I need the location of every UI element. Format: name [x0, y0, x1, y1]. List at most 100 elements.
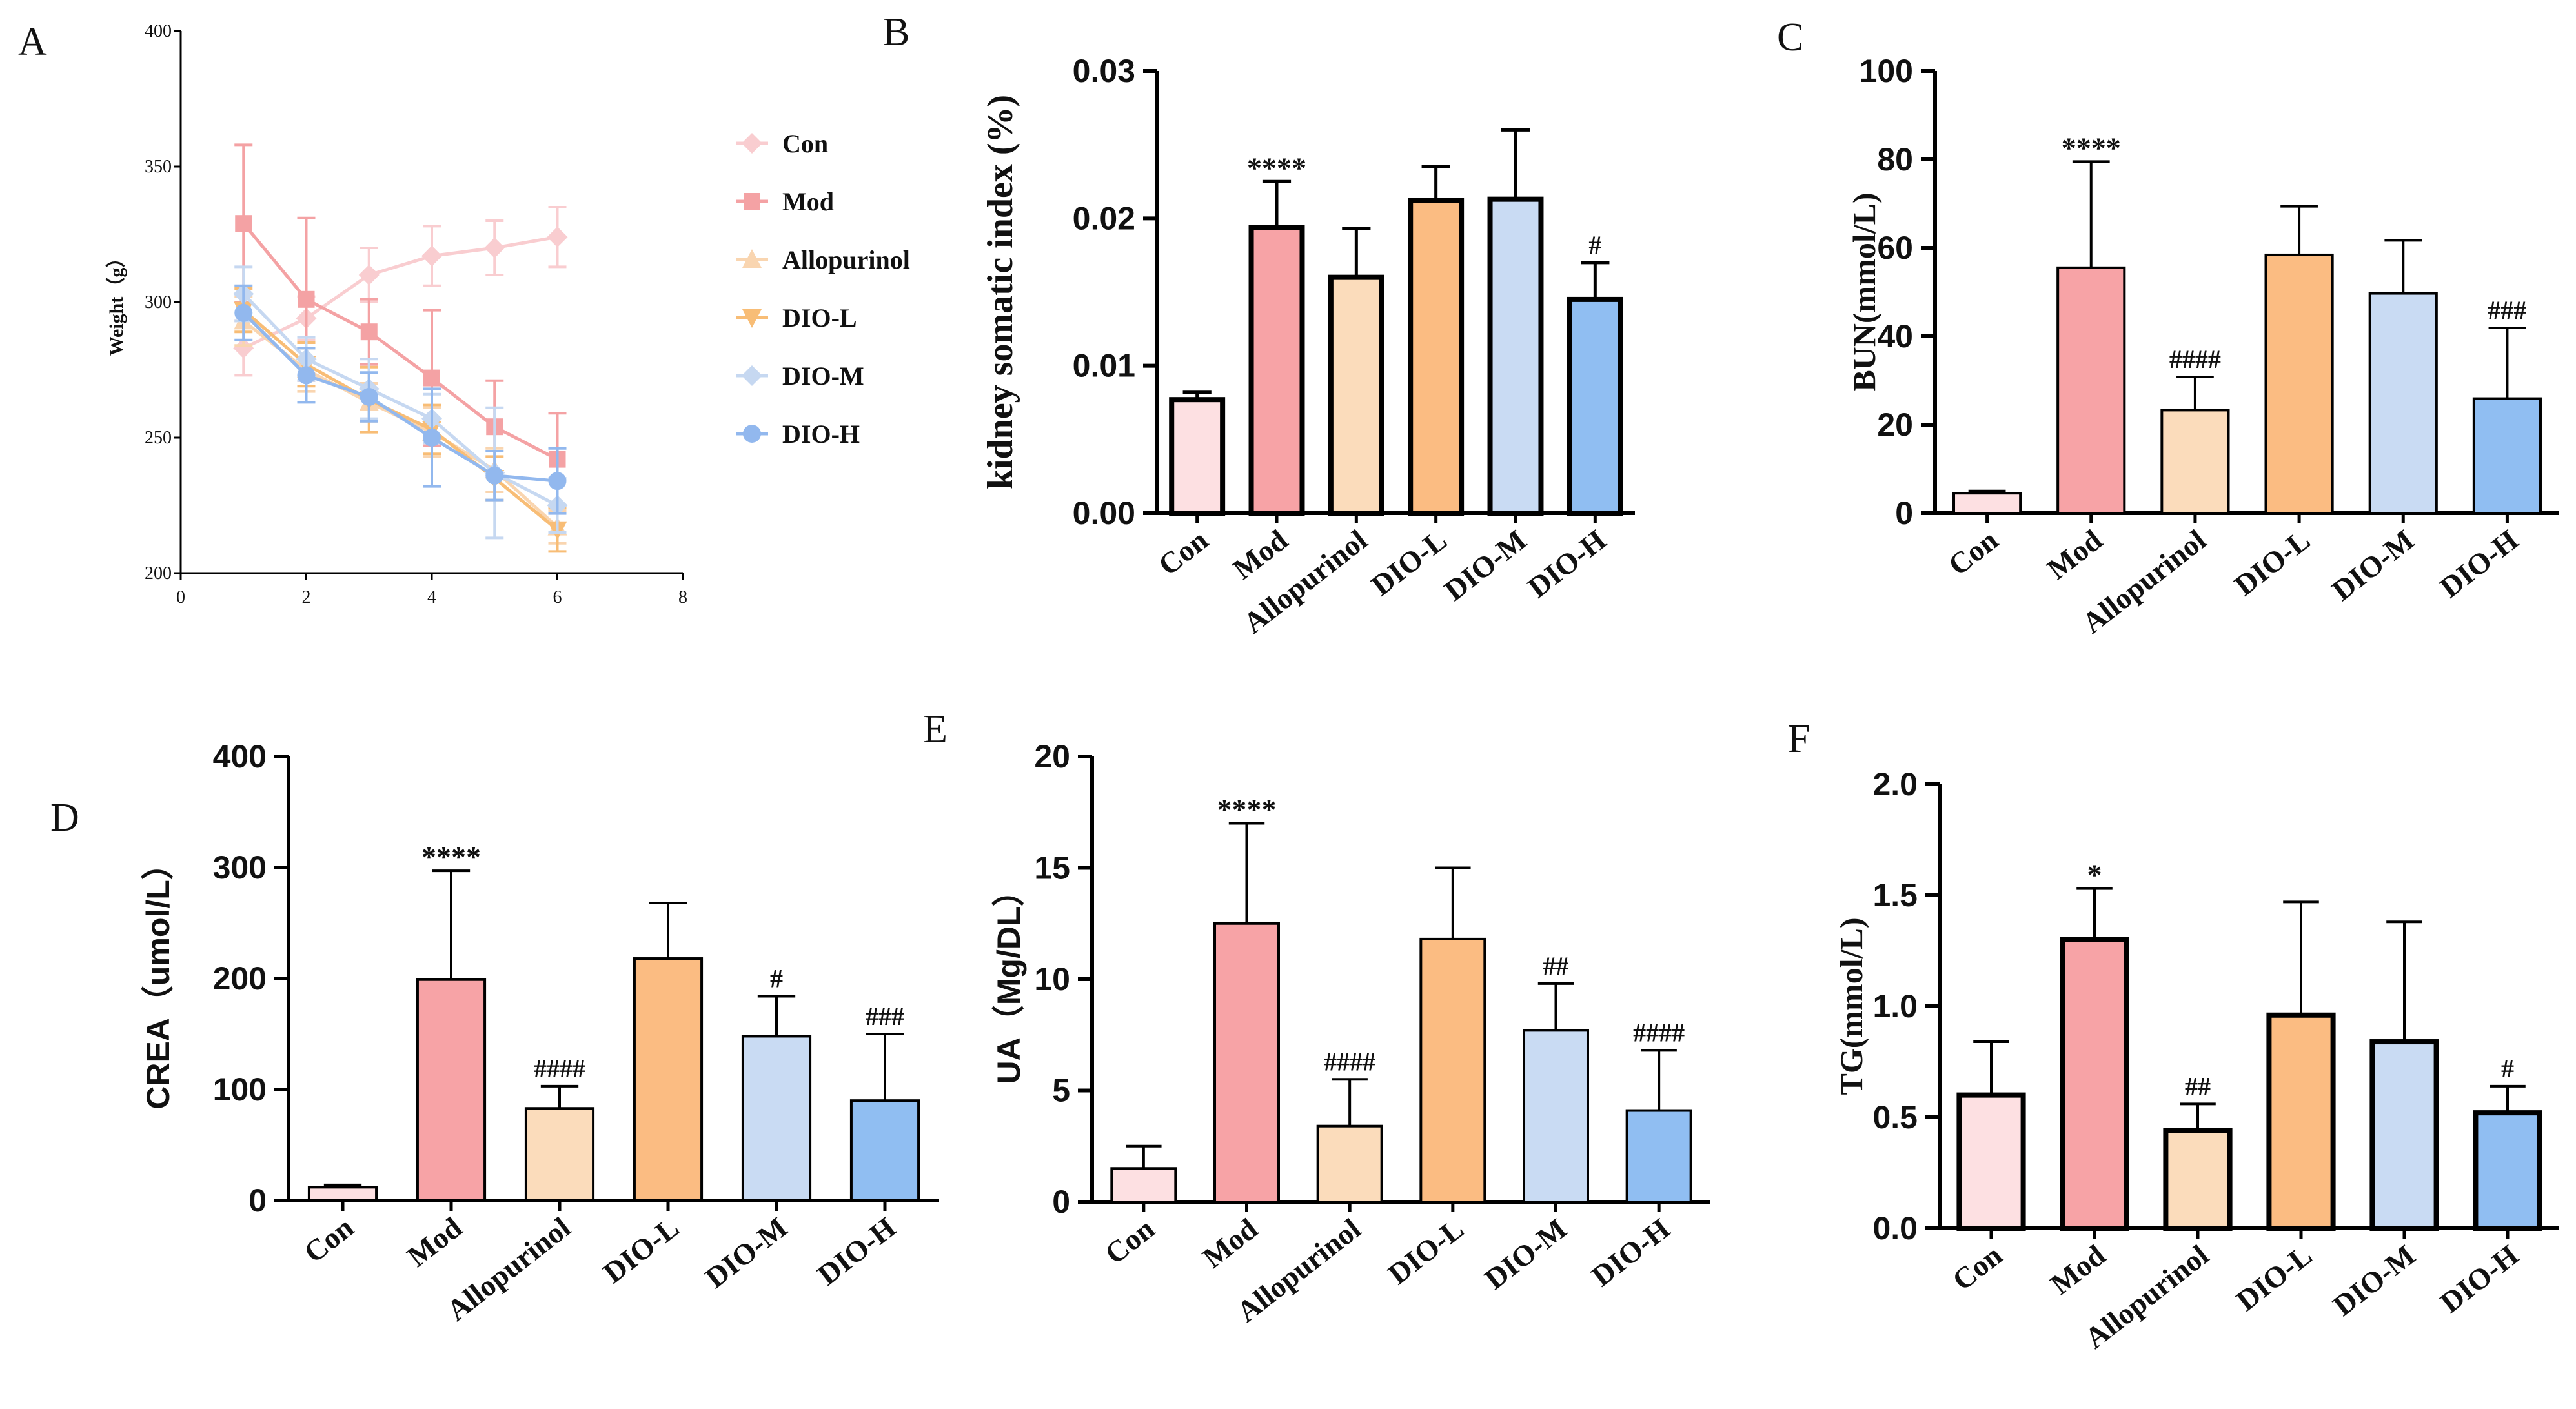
- y-axis-label: CREA（umol/L）: [140, 847, 176, 1110]
- bar: [2060, 937, 2129, 1232]
- series-line: [243, 235, 558, 350]
- y-tick-label: 100: [1860, 53, 1913, 89]
- series-marker: [742, 365, 762, 386]
- legend-label: DIO-M: [782, 361, 864, 390]
- y-tick-label: 60: [1877, 230, 1913, 266]
- significance-label: ####: [1633, 1018, 1685, 1047]
- legend-item-dio-m: DIO-M: [736, 361, 864, 390]
- significance-label: ####: [1324, 1047, 1375, 1076]
- series-marker: [423, 429, 441, 447]
- significance-label: *: [2087, 858, 2102, 891]
- y-tick-label: 250: [145, 428, 172, 448]
- y-tick-label: 40: [1877, 318, 1913, 354]
- significance-label: ****: [1217, 793, 1277, 826]
- series-marker: [485, 466, 504, 485]
- panel-letter-d: D: [50, 796, 79, 840]
- bar: [1316, 1124, 1383, 1203]
- significance-label: ##: [1543, 951, 1569, 980]
- bar: [416, 978, 487, 1202]
- bar: [1328, 274, 1384, 516]
- series-marker: [360, 323, 378, 341]
- y-tick-label: 20: [1034, 738, 1070, 775]
- series-marker: [298, 290, 315, 308]
- significance-label: #: [770, 964, 783, 993]
- series-line: [242, 312, 558, 483]
- y-axis-label: BUN(mmol/L): [1846, 192, 1882, 391]
- bar: [1169, 397, 1226, 516]
- y-tick-label: 300: [213, 849, 267, 886]
- series-marker: [421, 245, 442, 267]
- significance-label: ##: [2185, 1071, 2211, 1100]
- legend-item-con: Con: [736, 129, 828, 158]
- y-tick-label: 0.5: [1872, 1099, 1918, 1135]
- series-marker: [742, 249, 762, 268]
- legend-item-dio-h: DIO-H: [736, 420, 860, 449]
- bar: [307, 1186, 378, 1202]
- y-axis-label: Weight（g）: [105, 248, 127, 356]
- bar: [1523, 1029, 1589, 1203]
- bar: [2473, 1110, 2542, 1231]
- significance-label: ####: [2169, 345, 2221, 374]
- y-axis-label: UA（Mg/DL）: [991, 875, 1027, 1084]
- y-tick-label: 15: [1034, 850, 1070, 886]
- y-tick-label: 400: [213, 738, 267, 775]
- series-marker: [744, 193, 760, 210]
- series-marker: [360, 388, 378, 406]
- significance-label: ****: [421, 840, 481, 873]
- legend-item-allopurinol: Allopurinol: [736, 245, 910, 274]
- significance-label: #: [2501, 1054, 2514, 1083]
- series-marker: [358, 265, 380, 285]
- bar: [1956, 1092, 2026, 1231]
- y-tick-label: 10: [1034, 961, 1070, 997]
- bar: [524, 1107, 595, 1202]
- bar: [2369, 1039, 2439, 1232]
- bar: [1487, 196, 1544, 516]
- bar: [1213, 922, 1280, 1203]
- x-tick-label: 4: [427, 587, 436, 607]
- series-line: [242, 309, 559, 531]
- y-tick-label: 1.5: [1872, 877, 1918, 913]
- y-tick-label: 0.00: [1073, 495, 1135, 531]
- series-line: [242, 292, 558, 507]
- series-marker: [233, 338, 254, 359]
- y-tick-label: 400: [145, 21, 172, 41]
- significance-label: ###: [2488, 296, 2526, 325]
- series-marker: [484, 238, 505, 258]
- bar: [2368, 292, 2438, 514]
- bar: [849, 1099, 920, 1202]
- bar: [1625, 1109, 1692, 1204]
- bar: [633, 957, 704, 1202]
- bar: [741, 1035, 812, 1202]
- bar: [1419, 937, 1486, 1204]
- series-marker: [423, 369, 440, 387]
- y-tick-label: 350: [145, 157, 172, 177]
- series-line: [242, 222, 558, 461]
- bar-group-mod: *Mod: [2044, 858, 2129, 1301]
- bar: [1952, 492, 2022, 514]
- y-tick-label: 20: [1877, 407, 1913, 443]
- legend-label: Mod: [782, 187, 834, 216]
- significance-label: ###: [866, 1002, 904, 1031]
- series-marker: [742, 309, 762, 328]
- y-tick-label: 80: [1877, 141, 1913, 177]
- bar-group-dio-h: #DIO-H: [2434, 1054, 2542, 1319]
- series-marker: [742, 133, 762, 154]
- bar: [2160, 409, 2230, 515]
- y-tick-label: 0.03: [1073, 53, 1135, 89]
- series-marker: [547, 227, 568, 248]
- legend-label: DIO-H: [782, 420, 860, 449]
- panel-letter-e: E: [923, 707, 948, 751]
- panel-letter-f: F: [1788, 717, 1810, 761]
- panel-letter-c: C: [1777, 15, 1803, 59]
- series-marker: [548, 472, 567, 491]
- bar: [2163, 1128, 2233, 1232]
- bar: [1567, 296, 1623, 516]
- series-marker: [235, 215, 252, 232]
- y-tick-label: 0: [1052, 1184, 1070, 1220]
- y-axis-label: TG(mmol/L): [1833, 918, 1869, 1095]
- bar: [2266, 1012, 2336, 1231]
- bar-group-dio-l: DIO-L: [2230, 900, 2336, 1317]
- significance-label: #: [1588, 230, 1601, 259]
- series-marker: [743, 425, 761, 443]
